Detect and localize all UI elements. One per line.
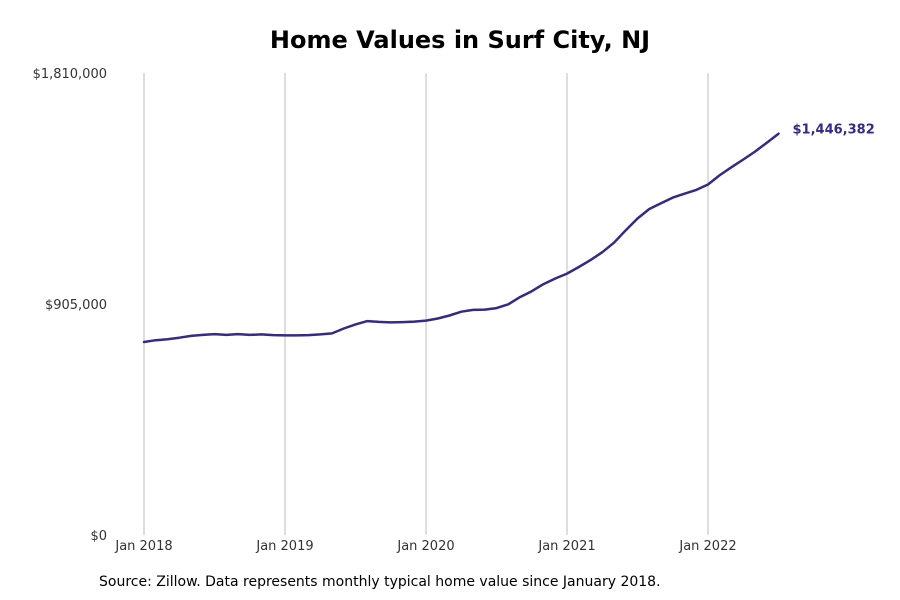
end-value-label: $1,446,382 [793,123,875,138]
y-tick-label: $0 [90,529,107,544]
grid-lines [143,73,709,535]
x-tick-label: Jan 2021 [537,539,595,554]
x-tick-label: Jan 2020 [396,539,454,554]
y-tick-label: $1,810,000 [33,67,107,82]
data-labels: $1,446,382 [793,123,875,138]
x-tick-label: Jan 2018 [114,539,172,554]
x-tick-label: Jan 2019 [255,539,313,554]
series-line [142,132,780,344]
source-note: Source: Zillow. Data represents monthly … [99,574,661,590]
series-layer [142,132,780,344]
x-axis-ticks: Jan 2018 Jan 2019 Jan 2020 Jan 2021 Jan 2022 [114,539,736,554]
chart-title: Home Values in Surf City, NJ [269,26,651,54]
x-tick-label: Jan 2022 [678,539,736,554]
y-tick-label: $905,000 [45,298,107,313]
y-axis-ticks: $0 $905,000 $1,810,000 [33,67,107,544]
